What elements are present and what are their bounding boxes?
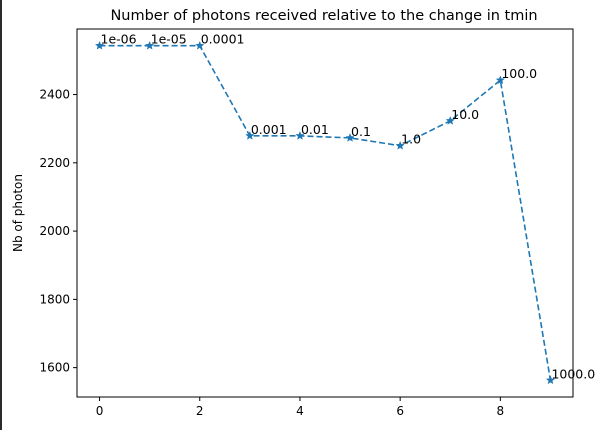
data-point-label: 0.1 bbox=[351, 124, 371, 139]
y-tick-label: 1600 bbox=[39, 361, 70, 375]
data-point-marker bbox=[495, 75, 506, 85]
data-point-marker bbox=[445, 115, 455, 125]
data-point-label: 1000.0 bbox=[551, 366, 595, 381]
data-point-marker bbox=[395, 140, 405, 150]
window-left-edge bbox=[0, 0, 2, 430]
data-point-label: 0.001 bbox=[251, 122, 287, 137]
y-tick-label: 2400 bbox=[39, 88, 70, 102]
data-point-marker bbox=[94, 40, 105, 50]
y-tick-label: 1800 bbox=[39, 292, 70, 306]
data-point-marker bbox=[144, 40, 155, 50]
data-point-label: 0.0001 bbox=[201, 32, 245, 47]
chart-title: Number of photons received relative to t… bbox=[110, 8, 537, 24]
x-tick-label: 8 bbox=[497, 404, 505, 418]
y-axis-label: Nb of photon bbox=[11, 174, 25, 252]
y-tick-label: 2200 bbox=[39, 156, 70, 170]
y-tick-label: 2000 bbox=[39, 224, 70, 238]
data-point-label: 1e-05 bbox=[151, 32, 187, 47]
x-axis: 0 2 4 6 8 bbox=[96, 397, 504, 418]
plot-area bbox=[76, 28, 574, 398]
data-point-label: 1e-06 bbox=[101, 32, 137, 47]
data-point-marker bbox=[545, 375, 556, 385]
data-point-label: 0.01 bbox=[301, 122, 329, 137]
y-axis: 1600 1800 2000 2200 2400 bbox=[39, 88, 77, 375]
x-tick-label: 6 bbox=[396, 404, 404, 418]
data-point-label: 1.0 bbox=[401, 132, 421, 147]
data-point-marker bbox=[195, 40, 205, 50]
x-tick-label: 2 bbox=[196, 404, 204, 418]
data-point-marker bbox=[295, 130, 305, 140]
data-point-label: 10.0 bbox=[451, 107, 479, 122]
series-line bbox=[99, 44, 552, 381]
point-labels: 1e-06 1e-05 0.0001 0.001 0.01 0.1 1.0 10.0 100.0… bbox=[101, 32, 596, 382]
data-point-marker bbox=[345, 133, 355, 142]
x-tick-label: 4 bbox=[296, 404, 304, 418]
x-tick-label: 0 bbox=[96, 404, 104, 418]
series-markers bbox=[94, 40, 556, 385]
data-point-marker bbox=[245, 130, 255, 140]
data-point-label: 100.0 bbox=[501, 66, 537, 81]
